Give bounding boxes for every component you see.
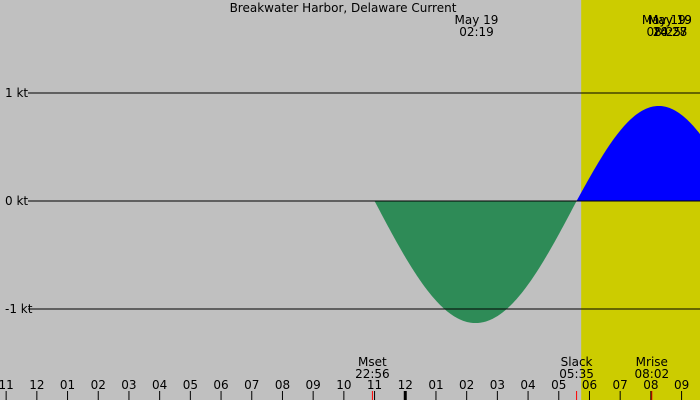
hour-tick-labels: 11 12 01 02 03 04 05 06 07 08 09 10 11 12 01 02 03 04 05 06… (0, 378, 689, 400)
event-time-label: 08:02 (635, 367, 670, 381)
hour-tick-label: 05 (183, 378, 198, 392)
extreme-time-label: 08:25 (646, 25, 681, 39)
extreme-time-label: 14:28 (653, 25, 688, 39)
event-name-label: Mset (358, 355, 387, 369)
hour-tick-label: 01 (60, 378, 75, 392)
hour-tick-label: 08 (643, 378, 658, 392)
hour-tick-label: 09 (674, 378, 689, 392)
hour-tick-label: 11 (367, 378, 382, 392)
y-tick-label: 1 kt (5, 86, 28, 100)
y-grid-lines (28, 92, 700, 310)
y-tick-label: -1 kt (5, 302, 33, 316)
hour-tick-label: 09 (306, 378, 321, 392)
hour-tick-label: 02 (91, 378, 106, 392)
hour-tick-label: 10 (336, 378, 351, 392)
event-labels: Mset22:56Slack05:35Mrise08:02Slack10:56S… (355, 355, 670, 400)
hour-tick-label: 07 (244, 378, 259, 392)
extreme-date-label: May 19 (648, 13, 692, 27)
hour-tick-label: 12 (398, 378, 413, 392)
hour-tick-label: 03 (490, 378, 505, 392)
hour-tick-label: 03 (121, 378, 136, 392)
hour-tick-label: 02 (459, 378, 474, 392)
event-name-label: Mrise (636, 355, 668, 369)
y-axis-labels: 1 kt 0 kt -1 kt (5, 86, 33, 316)
hour-tick-label: 05 (551, 378, 566, 392)
extreme-date-label: May 19 (455, 13, 499, 27)
hour-tick-label: 11 (0, 378, 14, 392)
flood-current-area (0, 105, 700, 201)
hour-tick-label: 12 (29, 378, 44, 392)
hour-tick-label: 07 (613, 378, 628, 392)
ebb-current-area (0, 201, 700, 324)
hour-tick-label: 04 (152, 378, 167, 392)
event-time-label: 05:35 (559, 367, 594, 381)
chart-title: Breakwater Harbor, Delaware Current (230, 1, 457, 15)
extreme-date-label: May 19 (648, 13, 692, 27)
hour-tick-label: 01 (428, 378, 443, 392)
hour-tick-label: 04 (520, 378, 535, 392)
y-tick-label: 0 kt (5, 194, 28, 208)
event-time-label: 22:56 (355, 367, 390, 381)
event-name-label: Slack (561, 355, 593, 369)
extreme-time-label: 20:27 (653, 25, 688, 39)
hour-tick-label: 06 (582, 378, 597, 392)
hour-tick-label: 08 (275, 378, 290, 392)
hour-tick-label: 06 (213, 378, 228, 392)
extreme-date-label: May 19 (642, 13, 686, 27)
extreme-time-label: 02:19 (459, 25, 494, 39)
